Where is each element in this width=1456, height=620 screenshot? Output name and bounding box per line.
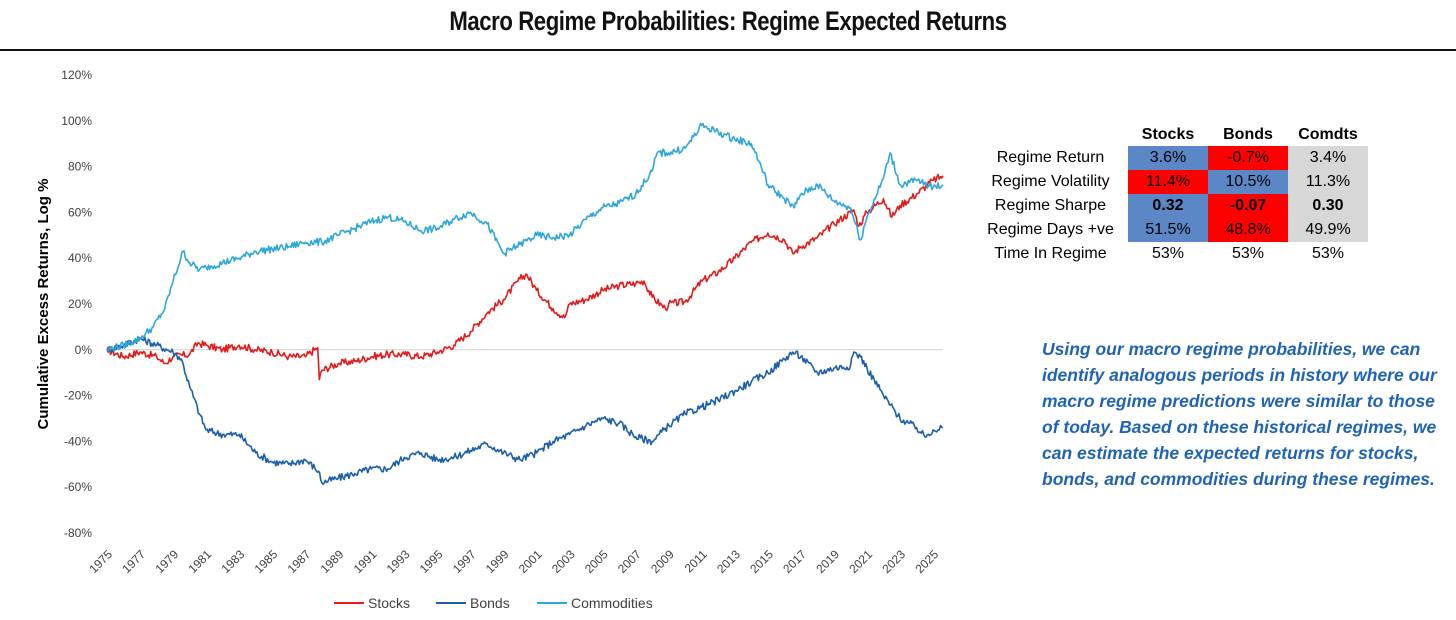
table-row: Time In Regime 53% 53% 53%: [973, 242, 1368, 266]
series-line-stocks: [106, 173, 944, 381]
series-line-bonds: [106, 336, 944, 485]
x-tick-label: 1997: [450, 547, 479, 576]
row-label: Regime Volatility: [991, 173, 1110, 190]
x-tick-label: 1989: [318, 547, 347, 576]
legend-label: Commodities: [571, 595, 653, 611]
row-label: Regime Return: [996, 149, 1105, 166]
header-empty: [973, 124, 1128, 146]
x-tick-label: 2003: [549, 547, 578, 576]
x-tick-label: 2001: [516, 547, 545, 576]
legend: Stocks Bonds Commodities: [334, 595, 653, 611]
x-tick-label: 2017: [780, 547, 809, 576]
title-divider: [0, 49, 1456, 51]
table-row: Regime Sharpe 0.32 -0.07 0.30: [973, 194, 1368, 218]
table-header-row: Stocks Bonds Comdts: [973, 124, 1368, 146]
chart-title: Macro Regime Probabilities: Regime Expec…: [449, 6, 1007, 36]
x-tick-label: 2007: [615, 547, 644, 576]
row-label: Time In Regime: [994, 245, 1107, 262]
x-tick-label: 2023: [879, 547, 908, 576]
y-tick-label: -20%: [64, 389, 92, 403]
y-tick-label: 20%: [68, 297, 92, 311]
x-tick-label: 2005: [582, 547, 611, 576]
x-tick-label: 2009: [648, 547, 677, 576]
table-row: Regime Days +ve 51.5% 48.8% 49.9%: [973, 218, 1368, 242]
legend-label: Stocks: [368, 595, 410, 611]
cell-bonds: 48.8%: [1208, 218, 1288, 242]
x-tick-label: 2021: [846, 547, 875, 576]
x-tick-label: 1995: [417, 547, 446, 576]
cell-bonds: 10.5%: [1208, 170, 1288, 194]
cell-bonds: 53%: [1231, 245, 1265, 262]
x-tick-label: 1975: [86, 547, 115, 576]
regime-stats-table: Stocks Bonds Comdts Regime Return 3.6% -…: [973, 124, 1368, 266]
header-stocks: Stocks: [1141, 126, 1195, 143]
x-tick-label: 1977: [119, 547, 148, 576]
x-tick-label: 1985: [252, 547, 281, 576]
cell-comdts: 49.9%: [1288, 218, 1368, 242]
row-label: Regime Days +ve: [987, 221, 1114, 238]
x-tick-label: 1999: [483, 547, 512, 576]
cell-stocks: 3.6%: [1128, 146, 1208, 170]
x-tick-label: 1987: [285, 547, 314, 576]
cell-stocks: 53%: [1151, 245, 1185, 262]
header-bonds: Bonds: [1223, 126, 1273, 143]
x-tick-label: 2015: [747, 547, 776, 576]
cell-stocks: 51.5%: [1128, 218, 1208, 242]
cell-comdts: 53%: [1311, 245, 1345, 262]
y-tick-label: -40%: [64, 434, 92, 448]
y-tick-label: 40%: [68, 251, 92, 265]
cell-comdts: 3.4%: [1288, 146, 1368, 170]
y-tick-label: 0%: [75, 343, 93, 357]
x-tick-label: 2019: [813, 547, 842, 576]
legend-label: Bonds: [470, 595, 510, 611]
cell-stocks: 0.32: [1128, 194, 1208, 218]
y-tick-label: -80%: [64, 526, 92, 540]
y-tick-label: 80%: [68, 160, 92, 174]
x-tick-label: 1979: [152, 547, 181, 576]
series-line-commodities: [106, 122, 944, 352]
cell-bonds: -0.07: [1208, 194, 1288, 218]
x-tick-label: 1993: [384, 547, 413, 576]
x-tick-label: 2011: [682, 547, 710, 575]
x-tick-label: 1983: [219, 547, 248, 576]
cell-stocks: 11.4%: [1128, 170, 1208, 194]
y-tick-label: 120%: [61, 68, 92, 82]
line-chart: -80% -60% -40% -20% 0% 20% 40% 60% 80% 100% 120% 1…: [35, 68, 944, 611]
cell-bonds: -0.7%: [1208, 146, 1288, 170]
x-tick-label: 1991: [351, 547, 380, 576]
y-tick-label: 60%: [68, 205, 92, 219]
x-tick-label: 2013: [714, 547, 743, 576]
commentary-text: Using our macro regime probabilities, we…: [1042, 339, 1437, 489]
table-row: Regime Volatility 11.4% 10.5% 11.3%: [973, 170, 1368, 194]
y-tick-label: 100%: [61, 114, 92, 128]
cell-comdts: 11.3%: [1288, 170, 1368, 194]
cell-comdts: 0.30: [1288, 194, 1368, 218]
table-row: Regime Return 3.6% -0.7% 3.4%: [973, 146, 1368, 170]
row-label: Regime Sharpe: [994, 197, 1107, 214]
header-comdts: Comdts: [1298, 126, 1358, 143]
x-tick-label: 2025: [912, 547, 941, 576]
x-tick-label: 1981: [185, 547, 214, 576]
y-axis-label: Cumulative Excess Returns, Log %: [35, 179, 52, 430]
y-tick-label: -60%: [64, 480, 92, 494]
